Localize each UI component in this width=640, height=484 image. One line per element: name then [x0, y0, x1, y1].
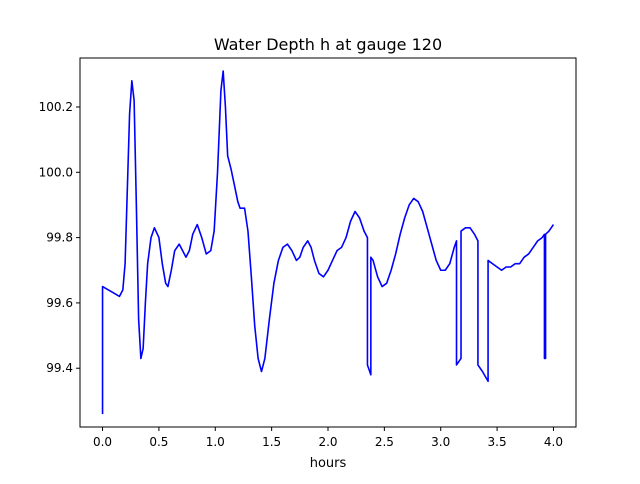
y-tick-label: 99.4 [46, 361, 73, 375]
plot-area-frame [79, 57, 577, 428]
x-tick-label: 3.5 [488, 435, 507, 449]
y-tick-label: 100.2 [39, 100, 73, 114]
x-tick-label: 4.0 [544, 435, 563, 449]
chart-title: Water Depth h at gauge 120 [214, 35, 442, 54]
x-tick-label: 3.0 [431, 435, 450, 449]
x-tick-label: 1.5 [262, 435, 281, 449]
y-tick-label: 99.6 [46, 296, 73, 310]
x-tick-label: 2.0 [318, 435, 337, 449]
y-tick-label: 100.0 [39, 165, 73, 179]
series-line-water-depth [101, 70, 555, 414]
x-tick-label: 1.0 [206, 435, 225, 449]
x-tick-label: 0.5 [149, 435, 168, 449]
y-tick-label: 99.8 [46, 231, 73, 245]
x-tick-label: 2.5 [375, 435, 394, 449]
x-axis-label: hours [310, 456, 347, 471]
axis-ticks: 0.0 0.5 1.0 1.5 2.0 2.5 3.0 3.5 4.0 99.4 99.6 99.8 1… [39, 100, 563, 449]
x-tick-label: 0.0 [93, 435, 112, 449]
series-group [101, 70, 555, 414]
